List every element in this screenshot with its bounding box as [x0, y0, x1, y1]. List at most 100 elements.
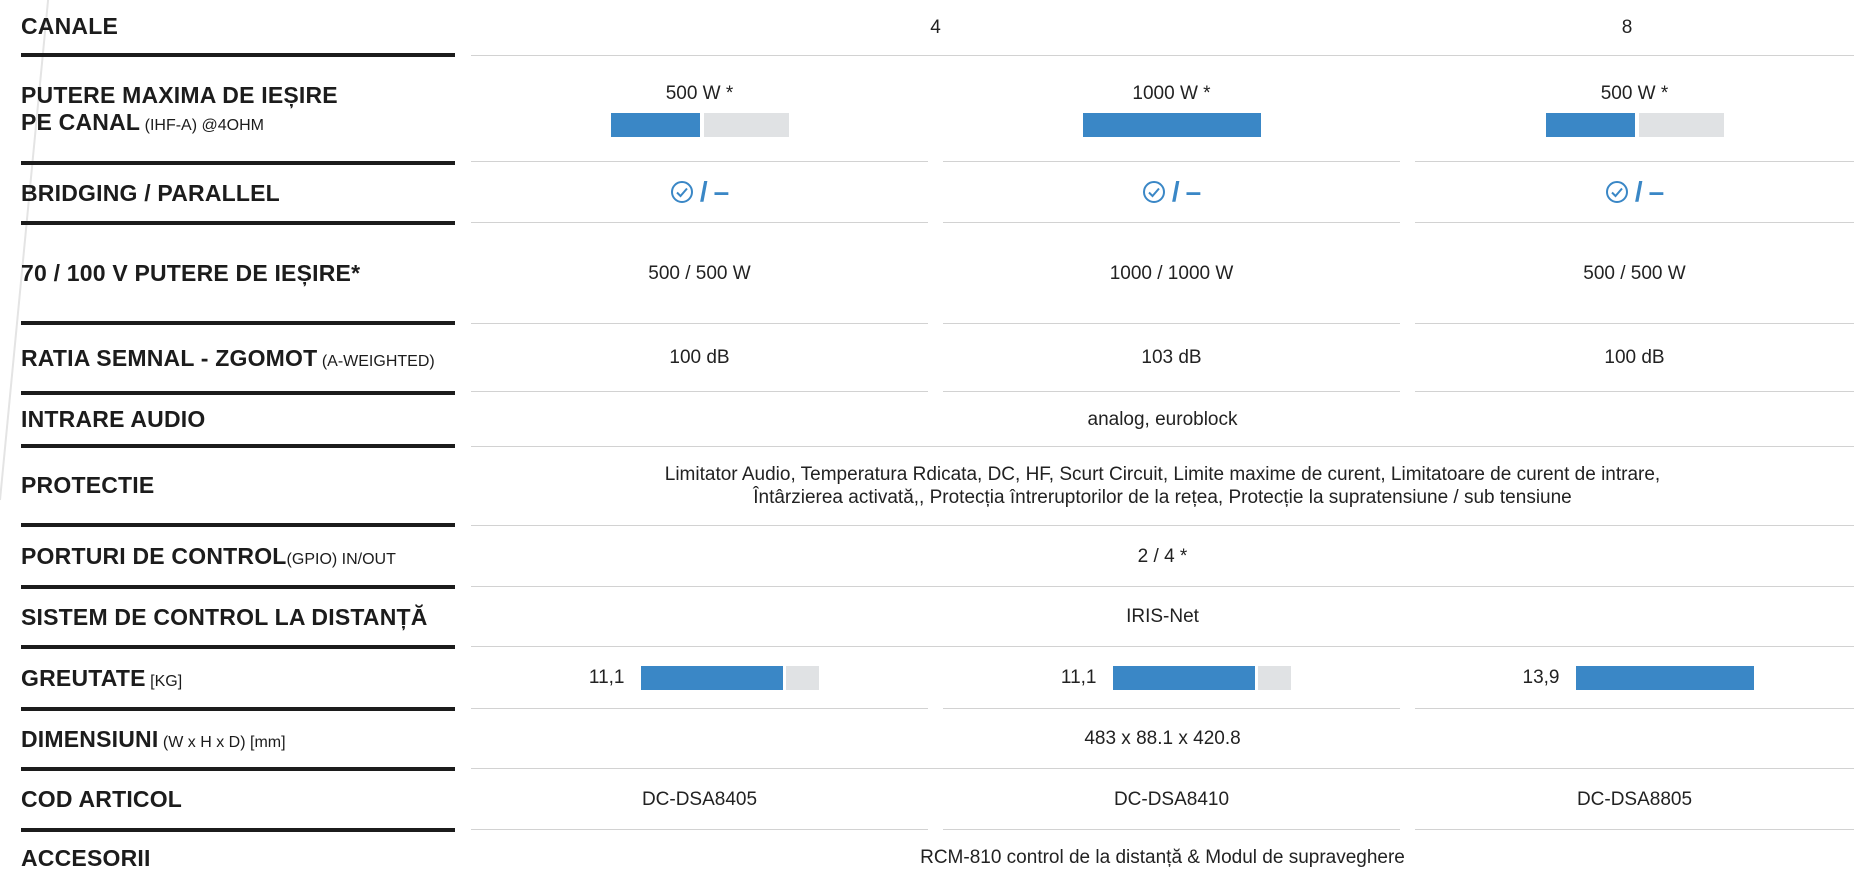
label-text: PORTURI DE CONTROL [21, 542, 287, 569]
cell-weight-3: 13,9 [1415, 647, 1854, 709]
power-bar-fill [610, 112, 700, 137]
value-text: 500 W * [665, 82, 734, 104]
power-bar-fill [1545, 112, 1635, 137]
label-remote-control: SISTEM DE CONTROL LA DISTANȚĂ [21, 589, 455, 649]
value-text: DC-DSA8805 [1576, 788, 1693, 810]
cell-max-power-3: 500 W * [1415, 57, 1854, 162]
weight-value: 11,1 [1060, 666, 1097, 688]
value-text: 1000 W * [1132, 82, 1211, 104]
separator: / [699, 176, 708, 207]
label-sub: [KG] [150, 672, 183, 690]
cell-accessories: RCM-810 control de la distanță & Modul d… [471, 830, 1854, 884]
power-bar-empty [703, 112, 789, 137]
cell-bridging-2: / – [943, 162, 1400, 223]
value-text: analog, euroblock [1087, 408, 1238, 430]
label-max-power: PUTERE MAXIMA DE IEȘIRE PE CANAL (IHF-A)… [21, 57, 455, 165]
value-text: 483 x 88.1 x 420.8 [1084, 728, 1241, 749]
value-text-2: Întârzierea activată,, Protecția întreru… [753, 487, 1572, 508]
weight-bar-empty [785, 665, 819, 690]
weight-bar-fill [1575, 665, 1754, 690]
label-channels: CANALE [21, 0, 455, 57]
value-text: Limitator Audio, Temperatura Rdicata, DC… [664, 464, 1661, 485]
power-bar [1545, 112, 1724, 137]
cell-channels-8: 8 [1400, 0, 1854, 56]
weight-indicator: 13,9 [1516, 665, 1754, 690]
value-text: RCM-810 control de la distanță & Modul d… [920, 846, 1405, 868]
cell-article-1: DC-DSA8405 [471, 769, 928, 830]
cell-remote-control: IRIS-Net [471, 587, 1854, 647]
cell-control-ports: 2 / 4 * [471, 526, 1854, 587]
bridging-indicator: / – [1605, 176, 1664, 208]
label-text: SISTEM DE CONTROL LA DISTANȚĂ [21, 603, 428, 630]
weight-bar-fill [640, 665, 783, 690]
label-text: RATIA SEMNAL - ZGOMOT [21, 344, 318, 371]
value-text: 4 [930, 17, 941, 38]
bridging-indicator: / – [1142, 176, 1201, 208]
cell-max-power-1: 500 W * [471, 57, 928, 162]
cell-v-output-3: 500 / 500 W [1415, 223, 1854, 324]
label-bridging: BRIDGING / PARALLEL [21, 165, 455, 225]
bridging-indicator: / – [670, 176, 729, 208]
cell-v-output-1: 500 / 500 W [471, 223, 928, 324]
weight-value: 13,9 [1522, 666, 1560, 688]
label-weight: GREUTATE [KG] [21, 649, 455, 711]
separator: / [1171, 176, 1180, 207]
weight-indicator: 11,1 [1053, 665, 1291, 690]
label-sub: (W x H x D) [mm] [162, 733, 286, 751]
label-text: PROTECTIE [21, 472, 155, 498]
dash-icon: – [1648, 176, 1665, 207]
value-text: DC-DSA8410 [1113, 788, 1230, 810]
power-bar-empty [1638, 112, 1724, 137]
label-text: ACCESORII [21, 844, 151, 871]
check-circle-icon [670, 181, 693, 203]
label-text-2: PE CANAL [21, 109, 141, 135]
weight-indicator: 11,1 [581, 665, 819, 690]
value-text: 2 / 4 * [1137, 545, 1188, 567]
cell-article-3: DC-DSA8805 [1415, 769, 1854, 830]
label-control-ports: PORTURI DE CONTROL(GPIO) IN/OUT [21, 527, 455, 589]
cell-weight-1: 11,1 [471, 647, 928, 709]
power-bar [1082, 112, 1261, 137]
separator: / [1634, 176, 1643, 207]
cell-snr-3: 100 dB [1415, 324, 1854, 392]
label-sub: (A-WEIGHTED) [321, 352, 435, 370]
dash-icon: – [1185, 176, 1202, 207]
value-text: 500 W * [1600, 82, 1669, 104]
label-text: COD ARTICOL [21, 786, 183, 812]
cell-article-2: DC-DSA8410 [943, 769, 1400, 830]
cell-v-output-2: 1000 / 1000 W [943, 223, 1400, 324]
label-dimensions: DIMENSIUNI (W x H x D) [mm] [21, 711, 455, 771]
label-sub: (GPIO) IN/OUT [286, 550, 396, 568]
weight-bar-fill [1112, 665, 1255, 690]
label-protection: PROTECTIE [21, 448, 455, 527]
value-text: 8 [1621, 17, 1633, 38]
value-text: 500 / 500 W [1583, 262, 1686, 284]
label-sub: (IHF-A) @4OHM [144, 117, 264, 134]
value-text: 1000 / 1000 W [1109, 262, 1234, 284]
value-text: 103 dB [1141, 347, 1202, 368]
label-text: DIMENSIUNI [21, 725, 159, 752]
label-text: GREUTATE [21, 664, 146, 691]
weight-bar-empty [1257, 665, 1291, 690]
check-circle-icon [1605, 181, 1628, 203]
value-text: IRIS-Net [1126, 606, 1199, 627]
label-v-output: 70 / 100 V PUTERE DE IEȘIRE* [21, 225, 455, 325]
label-text: CANALE [21, 13, 119, 39]
cell-snr-2: 103 dB [943, 324, 1400, 392]
cell-bridging-3: / – [1415, 162, 1854, 223]
label-text: PUTERE MAXIMA DE IEȘIRE [21, 82, 338, 108]
dash-icon: – [713, 176, 730, 207]
value-text: DC-DSA8405 [641, 788, 758, 810]
value-text: 100 dB [1604, 347, 1665, 368]
label-snr: RATIA SEMNAL - ZGOMOT (A-WEIGHTED) [21, 325, 455, 395]
label-text: BRIDGING / PARALLEL [21, 179, 280, 206]
power-bar-fill [1082, 112, 1261, 137]
cell-dimensions: 483 x 88.1 x 420.8 [471, 709, 1854, 769]
value-text: 500 / 500 W [648, 262, 751, 284]
label-accessories: ACCESORII [21, 832, 455, 884]
label-text: INTRARE AUDIO [21, 406, 206, 432]
weight-value: 11,1 [588, 666, 625, 688]
cell-weight-2: 11,1 [943, 647, 1400, 709]
cell-audio-input: analog, euroblock [471, 392, 1854, 447]
cell-channels-4: 4 [471, 0, 1400, 56]
